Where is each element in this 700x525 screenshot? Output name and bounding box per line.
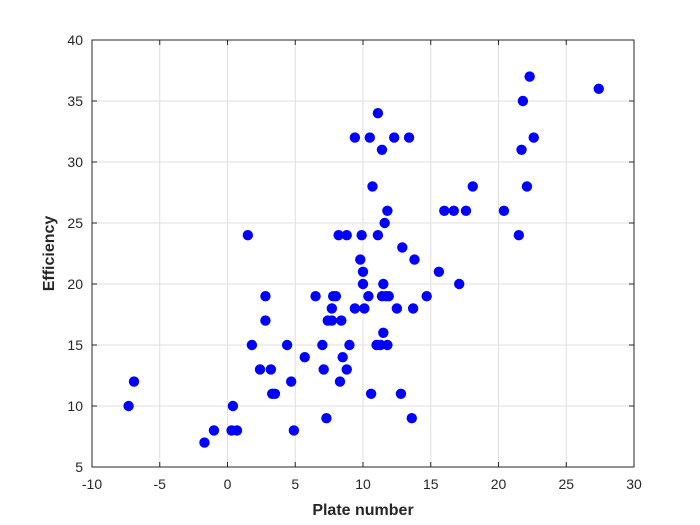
y-axis-label: Efficiency	[41, 216, 58, 292]
data-point	[123, 400, 134, 412]
data-point	[498, 205, 510, 216]
data-point	[378, 327, 389, 338]
data-point	[337, 352, 348, 363]
x-tick-label: 20	[491, 476, 507, 492]
data-point	[356, 230, 367, 241]
data-point	[467, 181, 478, 192]
data-point	[357, 266, 369, 277]
data-point	[403, 132, 415, 143]
data-point	[285, 376, 297, 387]
data-point	[288, 425, 300, 436]
data-point	[317, 339, 328, 351]
data-point	[357, 278, 369, 290]
data-point	[336, 315, 347, 326]
y-tick-label: 10	[67, 398, 83, 414]
data-point	[349, 303, 361, 314]
y-tick-label: 30	[67, 154, 83, 170]
x-tick-label: -5	[154, 476, 167, 492]
data-point	[227, 400, 239, 412]
y-tick-label: 25	[67, 215, 83, 231]
data-point	[231, 425, 243, 436]
data-point	[382, 339, 393, 351]
data-point	[460, 205, 472, 216]
data-point	[391, 303, 403, 314]
data-point	[260, 315, 271, 326]
data-point	[521, 181, 533, 192]
data-point	[517, 95, 529, 107]
data-point	[407, 303, 419, 314]
data-point	[310, 291, 321, 302]
data-point	[421, 291, 432, 302]
x-tick-label: 30	[626, 476, 642, 492]
data-point	[454, 278, 465, 290]
data-point	[265, 364, 277, 375]
data-point	[364, 132, 375, 143]
x-axis-label: Plate number	[312, 502, 413, 519]
data-point	[349, 132, 361, 143]
data-point	[318, 364, 329, 375]
data-point	[383, 291, 394, 302]
y-tick-label: 5	[75, 459, 83, 475]
data-point	[246, 339, 258, 351]
data-point	[516, 144, 527, 155]
data-point	[355, 254, 366, 265]
data-point	[299, 352, 310, 363]
data-point	[321, 413, 332, 424]
x-tick-label: 0	[224, 476, 232, 492]
y-tick-label: 35	[67, 93, 83, 109]
data-point	[379, 217, 390, 229]
x-tick-label: -10	[82, 476, 102, 492]
data-point	[128, 376, 140, 387]
data-points	[123, 71, 604, 448]
data-point	[388, 132, 400, 143]
data-point	[439, 205, 450, 216]
data-point	[269, 388, 281, 399]
data-point	[341, 230, 352, 241]
x-tick-label: 25	[558, 476, 574, 492]
data-point	[326, 303, 338, 314]
data-point	[367, 181, 378, 192]
x-tick-label: 15	[423, 476, 439, 492]
data-point	[376, 144, 388, 155]
data-point	[365, 388, 377, 399]
data-point	[363, 291, 374, 302]
data-point	[333, 230, 344, 241]
x-tick-label: 10	[355, 476, 371, 492]
data-point	[378, 278, 389, 290]
data-point	[330, 291, 342, 302]
data-point	[344, 339, 355, 351]
data-point	[281, 339, 293, 351]
data-point	[448, 205, 459, 216]
data-point	[406, 413, 417, 424]
data-point	[326, 315, 338, 326]
data-point	[341, 364, 352, 375]
data-point	[433, 266, 445, 277]
data-point	[395, 388, 407, 399]
data-point	[242, 230, 254, 241]
data-point	[409, 254, 420, 265]
y-axis-ticks: 5 10 15 20 25 30 35 40	[67, 32, 634, 475]
data-point	[208, 425, 220, 436]
data-point	[524, 71, 535, 82]
data-point	[359, 303, 370, 314]
y-tick-label: 20	[67, 276, 83, 292]
x-axis-ticks: -10 -5 0 5 10 15 20 25 30	[82, 40, 642, 492]
y-tick-label: 15	[67, 337, 83, 353]
data-point	[593, 83, 604, 95]
data-point	[254, 364, 266, 375]
data-point	[382, 205, 393, 216]
data-point	[372, 230, 384, 241]
data-point	[260, 291, 271, 302]
data-point	[199, 437, 210, 448]
x-tick-label: 5	[291, 476, 299, 492]
data-point	[334, 376, 346, 387]
data-point	[397, 242, 408, 253]
data-point	[528, 132, 539, 143]
y-tick-label: 40	[67, 32, 83, 48]
data-point	[372, 108, 384, 119]
data-point	[513, 230, 525, 241]
